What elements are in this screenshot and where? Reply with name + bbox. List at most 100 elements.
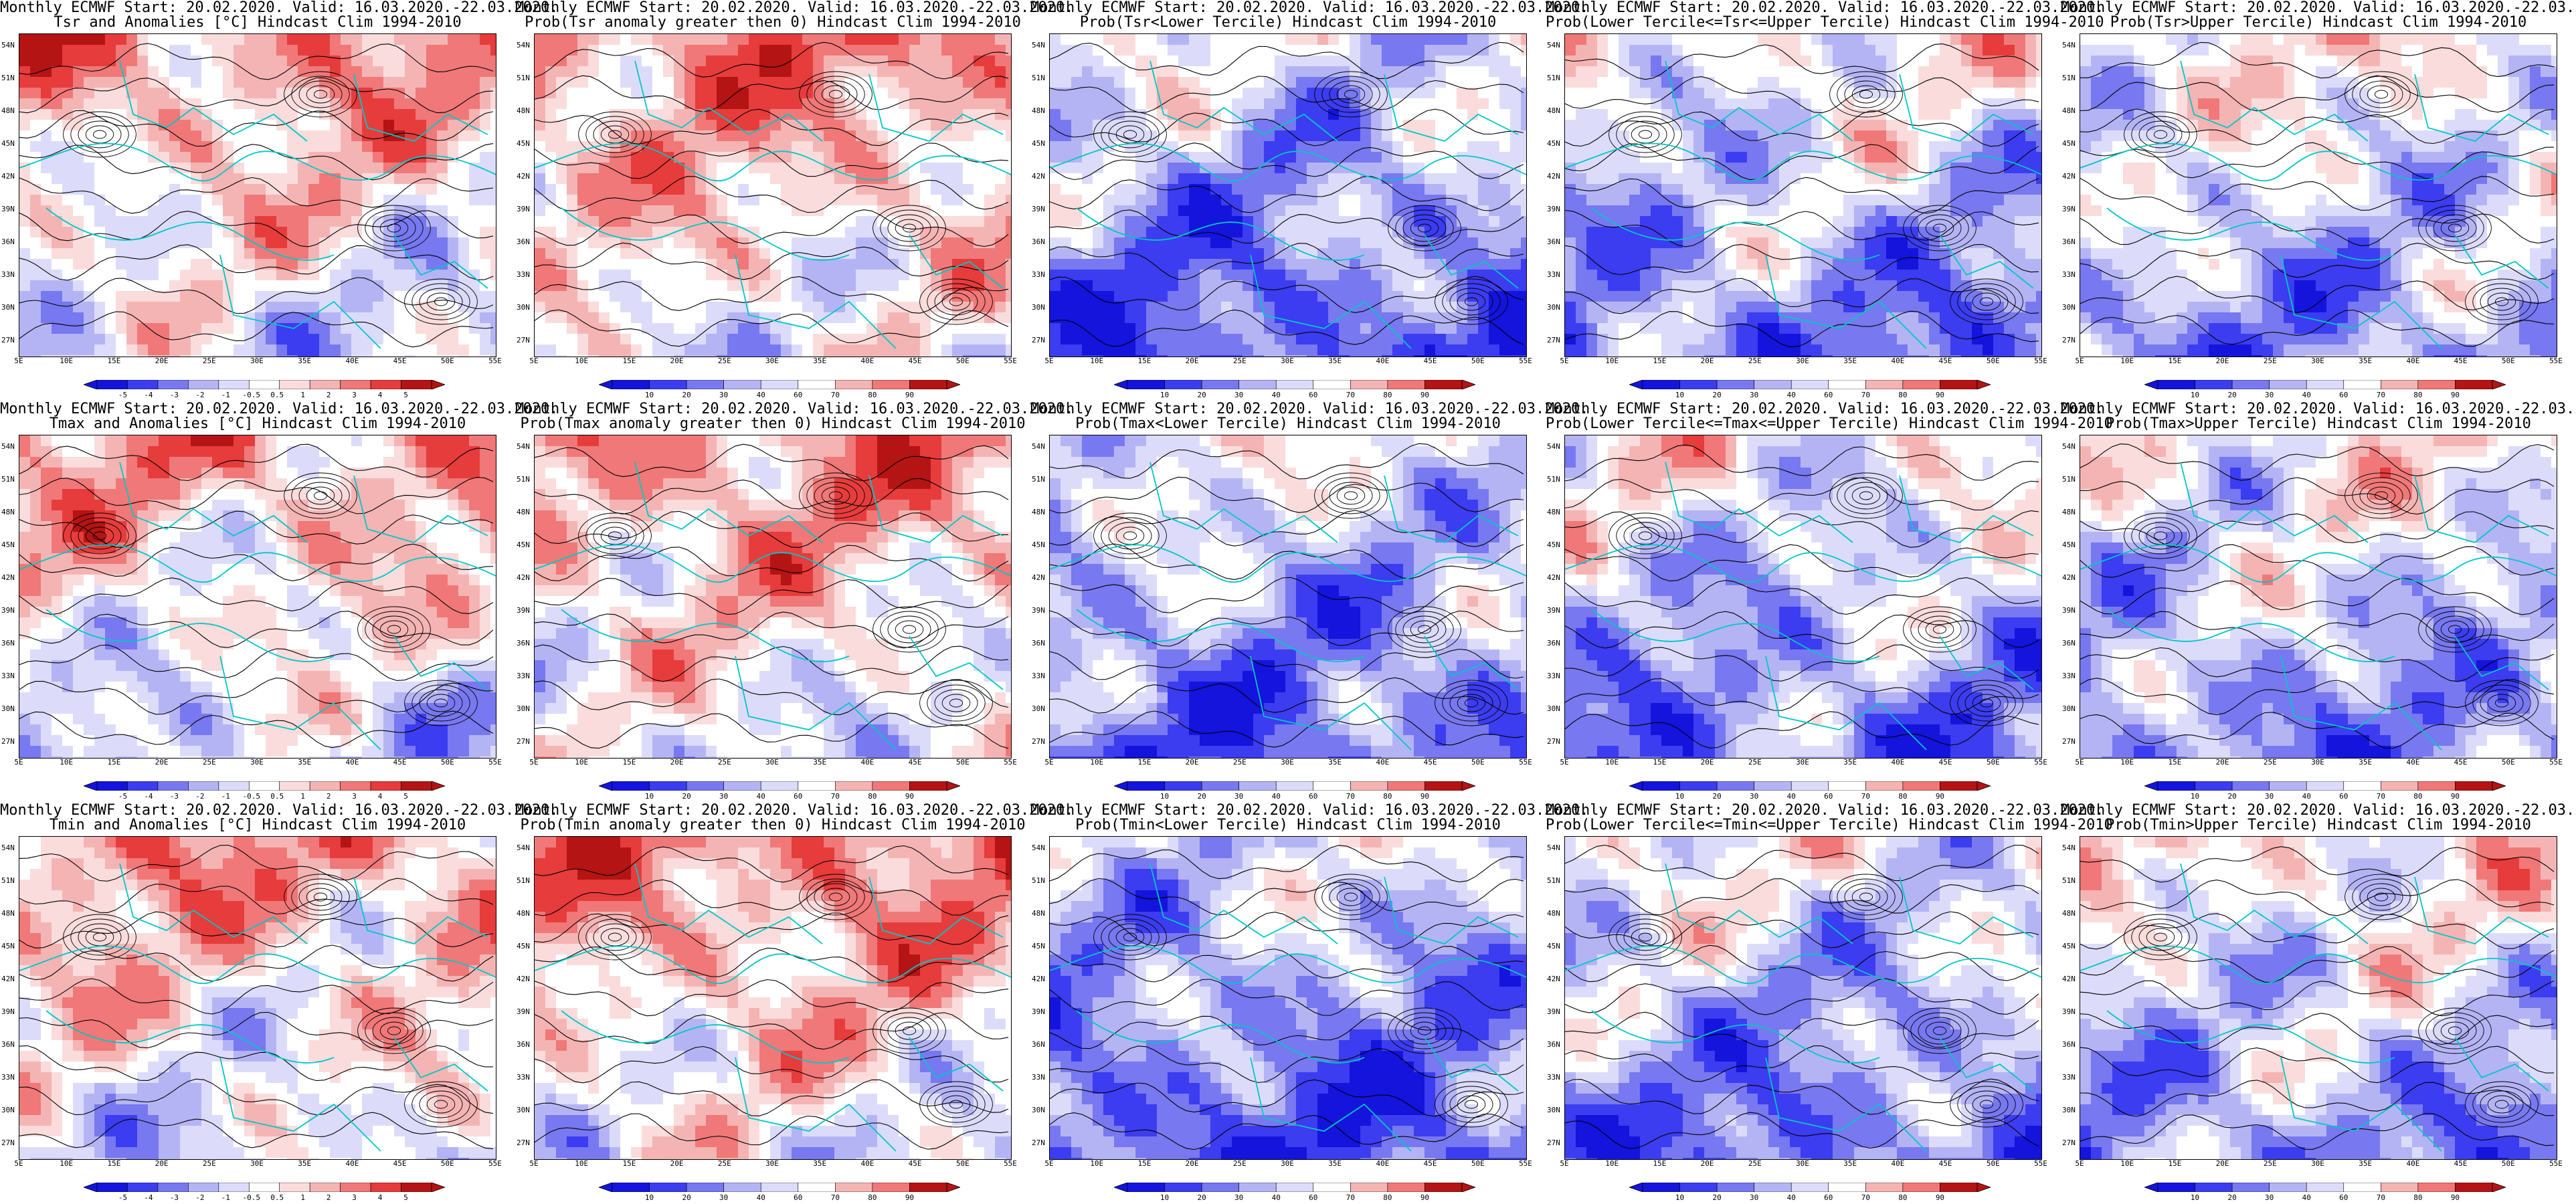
field-cell — [706, 355, 717, 357]
field-cell — [652, 34, 663, 45]
colorbar-label: 20 — [1197, 391, 1206, 399]
field-cell — [480, 227, 490, 237]
field-cell — [1082, 66, 1093, 77]
field-cell — [1467, 237, 1478, 248]
field-cell — [1908, 66, 1918, 77]
field-cell — [308, 34, 319, 45]
field-cell — [781, 355, 792, 357]
field-cell — [62, 195, 73, 205]
field-cell — [834, 205, 845, 216]
field-cell — [1146, 195, 1157, 205]
field-cell — [1307, 130, 1317, 141]
field-cell — [287, 45, 298, 56]
field-cell — [1768, 88, 1779, 98]
field-cell — [577, 163, 588, 173]
field-cell — [1264, 291, 1275, 302]
field-cell — [577, 130, 588, 141]
field-cell — [1768, 141, 1779, 152]
country-boundary — [45, 207, 335, 261]
field-cell — [1264, 302, 1275, 312]
field-cell — [416, 205, 426, 216]
field-cell — [770, 77, 781, 88]
field-cell — [1296, 34, 1307, 45]
field-cell — [191, 173, 201, 184]
field-cell — [1350, 312, 1360, 323]
field-cell — [1435, 270, 1446, 280]
field-cell — [1371, 130, 1382, 141]
field-cell — [1597, 163, 1608, 173]
field-cell — [148, 173, 159, 184]
field-cell — [877, 184, 888, 195]
field-cell — [169, 98, 180, 109]
field-cell — [931, 195, 941, 205]
field-cell — [1499, 344, 1510, 355]
field-cell — [1050, 77, 1061, 88]
field-cell — [330, 270, 341, 280]
longitude-label: 15E — [1137, 357, 1151, 365]
field-cell — [383, 98, 394, 109]
latitude-label: 51N — [1032, 74, 1045, 82]
field-cell — [545, 195, 556, 205]
field-cell — [1715, 45, 1726, 56]
field-cell — [2015, 141, 2025, 152]
field-cell — [1446, 344, 1457, 355]
field-cell — [931, 355, 941, 357]
field-cell — [1253, 259, 1264, 270]
field-cell — [1200, 302, 1210, 312]
terrain-contour — [419, 288, 463, 316]
field-cell — [180, 163, 191, 173]
field-cell — [620, 109, 631, 120]
field-cell — [41, 77, 52, 88]
field-cell — [749, 88, 759, 98]
field-cell — [1499, 45, 1510, 56]
field-cell — [1221, 34, 1232, 45]
colorbar-swatch — [723, 380, 761, 389]
field-cell — [909, 280, 920, 291]
field-cell — [1414, 184, 1424, 195]
field-cell — [1972, 77, 1983, 88]
field-cell — [1446, 184, 1457, 195]
field-cell — [1619, 77, 1629, 88]
field-cell — [191, 195, 201, 205]
field-cell — [717, 141, 727, 152]
field-cell — [588, 312, 599, 323]
field-cell — [1457, 237, 1467, 248]
field-cell — [556, 163, 567, 173]
field-cell — [1061, 280, 1071, 291]
field-cell — [30, 173, 41, 184]
field-cell — [834, 291, 845, 302]
field-cell — [556, 355, 567, 357]
field-cell — [824, 88, 834, 98]
field-cell — [30, 34, 41, 45]
field-cell — [824, 141, 834, 152]
field-cell — [567, 195, 577, 205]
field-cell — [1006, 237, 1011, 248]
field-cell — [674, 334, 684, 344]
field-cell — [212, 302, 223, 312]
field-cell — [52, 205, 62, 216]
field-cell — [1317, 77, 1328, 88]
field-cell — [2036, 66, 2041, 77]
field-cell — [877, 291, 888, 302]
field-cell — [952, 205, 963, 216]
field-cell — [899, 120, 909, 130]
field-cell — [159, 280, 169, 291]
field-cell — [159, 216, 169, 227]
field-cell — [480, 98, 490, 109]
field-cell — [599, 334, 610, 344]
field-cell — [1253, 344, 1264, 355]
field-cell — [1457, 45, 1467, 56]
field-cell — [535, 88, 545, 98]
field-cell — [394, 34, 405, 45]
field-cell — [373, 216, 383, 227]
field-cell — [105, 98, 116, 109]
field-cell — [1499, 334, 1510, 344]
field-cell — [577, 248, 588, 259]
field-cell — [276, 312, 287, 323]
field-cell — [126, 259, 137, 270]
field-cell — [1210, 302, 1221, 312]
field-cell — [105, 344, 116, 355]
field-cell — [426, 34, 437, 45]
field-cell — [706, 195, 717, 205]
colorbar-label: 1 — [300, 391, 305, 399]
